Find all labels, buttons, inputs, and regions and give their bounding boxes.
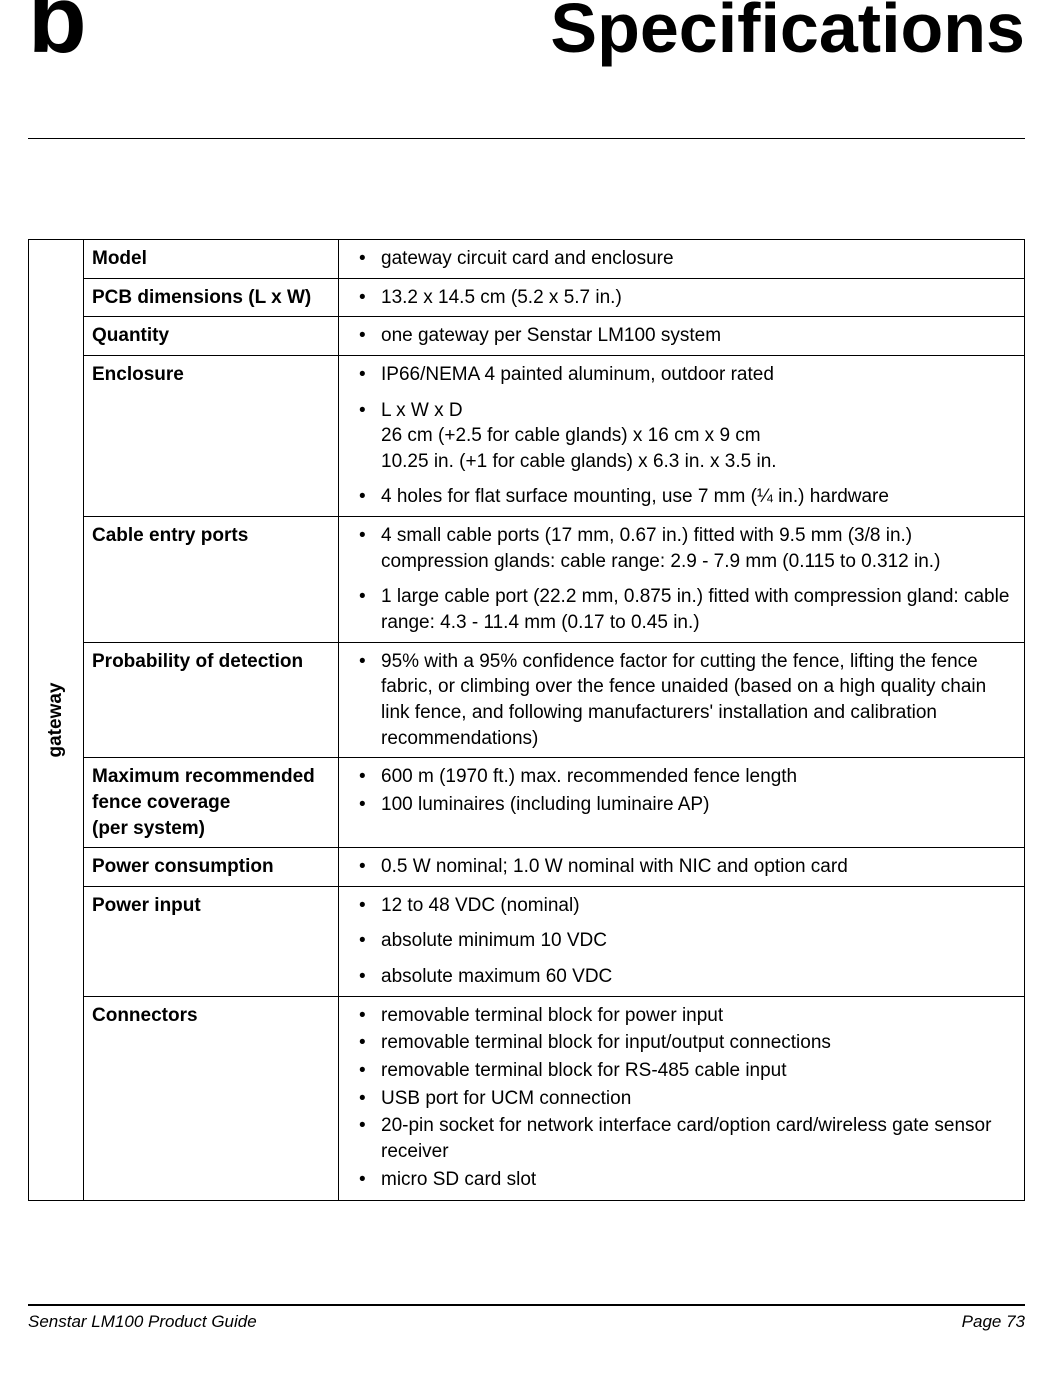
footer-left: Senstar LM100 Product Guide — [28, 1312, 257, 1332]
spec-value-item: removable terminal block for RS-485 cabl… — [347, 1058, 1016, 1084]
spec-label: Probability of detection — [84, 642, 339, 758]
spec-value: 600 m (1970 ft.) max. recommended fence … — [339, 758, 1025, 848]
spec-label: Model — [84, 240, 339, 279]
table-row: Power input 12 to 48 VDC (nominal) absolut… — [29, 886, 1025, 996]
spec-value: 12 to 48 VDC (nominal) absolute minimum 1… — [339, 886, 1025, 996]
spec-value-item: L x W x D26 cm (+2.5 for cable glands) x… — [347, 398, 1016, 475]
spec-value: 13.2 x 14.5 cm (5.2 x 5.7 in.) — [339, 278, 1025, 317]
spec-label: PCB dimensions (L x W) — [84, 278, 339, 317]
side-header-label: gateway — [43, 683, 69, 758]
header-rule — [28, 138, 1025, 139]
spec-value: IP66/NEMA 4 painted aluminum, outdoor ra… — [339, 355, 1025, 516]
chapter-letter: b — [28, 0, 87, 68]
spec-value-item: 20-pin socket for network interface card… — [347, 1113, 1016, 1164]
table-row: PCB dimensions (L x W) 13.2 x 14.5 cm (5.… — [29, 278, 1025, 317]
spec-value-item: 600 m (1970 ft.) max. recommended fence … — [347, 764, 1016, 790]
spec-value-item: 0.5 W nominal; 1.0 W nominal with NIC an… — [347, 854, 1016, 880]
spec-value-item: gateway circuit card and enclosure — [347, 246, 1016, 272]
spec-label: Power consumption — [84, 848, 339, 887]
spec-value-item: removable terminal block for power input — [347, 1003, 1016, 1029]
spec-value-item: 1 large cable port (22.2 mm, 0.875 in.) … — [347, 584, 1016, 635]
table-row: Enclosure IP66/NEMA 4 painted aluminum, o… — [29, 355, 1025, 516]
spec-value-item: 4 holes for flat surface mounting, use 7… — [347, 484, 1016, 510]
spec-value-item: one gateway per Senstar LM100 system — [347, 323, 1016, 349]
spec-label: Enclosure — [84, 355, 339, 516]
spec-value-item: 4 small cable ports (17 mm, 0.67 in.) fi… — [347, 523, 1016, 574]
specifications-table: gateway Model gateway circuit card and enc… — [28, 239, 1025, 1201]
footer-right: Page 73 — [962, 1312, 1025, 1332]
spec-value-item: 100 luminaires (including luminaire AP) — [347, 792, 1016, 818]
spec-label: Power input — [84, 886, 339, 996]
spec-label: Maximum recommended fence coverage(per s… — [84, 758, 339, 848]
spec-value: 0.5 W nominal; 1.0 W nominal with NIC an… — [339, 848, 1025, 887]
table-row: Probability of detection95% with a 95% c… — [29, 642, 1025, 758]
table-row: Quantity one gateway per Senstar LM100 sy… — [29, 317, 1025, 356]
chapter-title: Specifications — [550, 0, 1025, 63]
spec-value-item: 12 to 48 VDC (nominal) — [347, 893, 1016, 919]
spec-label: Cable entry ports — [84, 517, 339, 643]
spec-value-item: absolute maximum 60 VDC — [347, 964, 1016, 990]
table-row: Cable entry ports4 small cable ports (17… — [29, 517, 1025, 643]
spec-value-item: 13.2 x 14.5 cm (5.2 x 5.7 in.) — [347, 285, 1016, 311]
table-row: gatewayModelgateway circuit card and enc… — [29, 240, 1025, 279]
table-row: Power consumption 0.5 W nominal; 1.0 W no… — [29, 848, 1025, 887]
spec-label: Connectors — [84, 996, 339, 1200]
table-row: Connectorsremovable terminal block for p… — [29, 996, 1025, 1200]
spec-value-item: USB port for UCM connection — [347, 1086, 1016, 1112]
spec-value-item: removable terminal block for input/outpu… — [347, 1030, 1016, 1056]
spec-value-item: IP66/NEMA 4 painted aluminum, outdoor ra… — [347, 362, 1016, 388]
footer-rule — [28, 1304, 1025, 1306]
spec-label: Quantity — [84, 317, 339, 356]
spec-value-item: absolute minimum 10 VDC — [347, 928, 1016, 954]
spec-value: 4 small cable ports (17 mm, 0.67 in.) fi… — [339, 517, 1025, 643]
page-footer: Senstar LM100 Product Guide Page 73 — [28, 1304, 1025, 1332]
spec-value-item: 95% with a 95% confidence factor for cut… — [347, 649, 1016, 752]
chapter-header: b Specifications — [28, 0, 1025, 68]
spec-value: removable terminal block for power input… — [339, 996, 1025, 1200]
spec-value: one gateway per Senstar LM100 system — [339, 317, 1025, 356]
table-row: Maximum recommended fence coverage(per s… — [29, 758, 1025, 848]
side-header-gateway: gateway — [29, 240, 84, 1201]
spec-value: gateway circuit card and enclosure — [339, 240, 1025, 279]
spec-value-item: micro SD card slot — [347, 1167, 1016, 1193]
spec-value: 95% with a 95% confidence factor for cut… — [339, 642, 1025, 758]
